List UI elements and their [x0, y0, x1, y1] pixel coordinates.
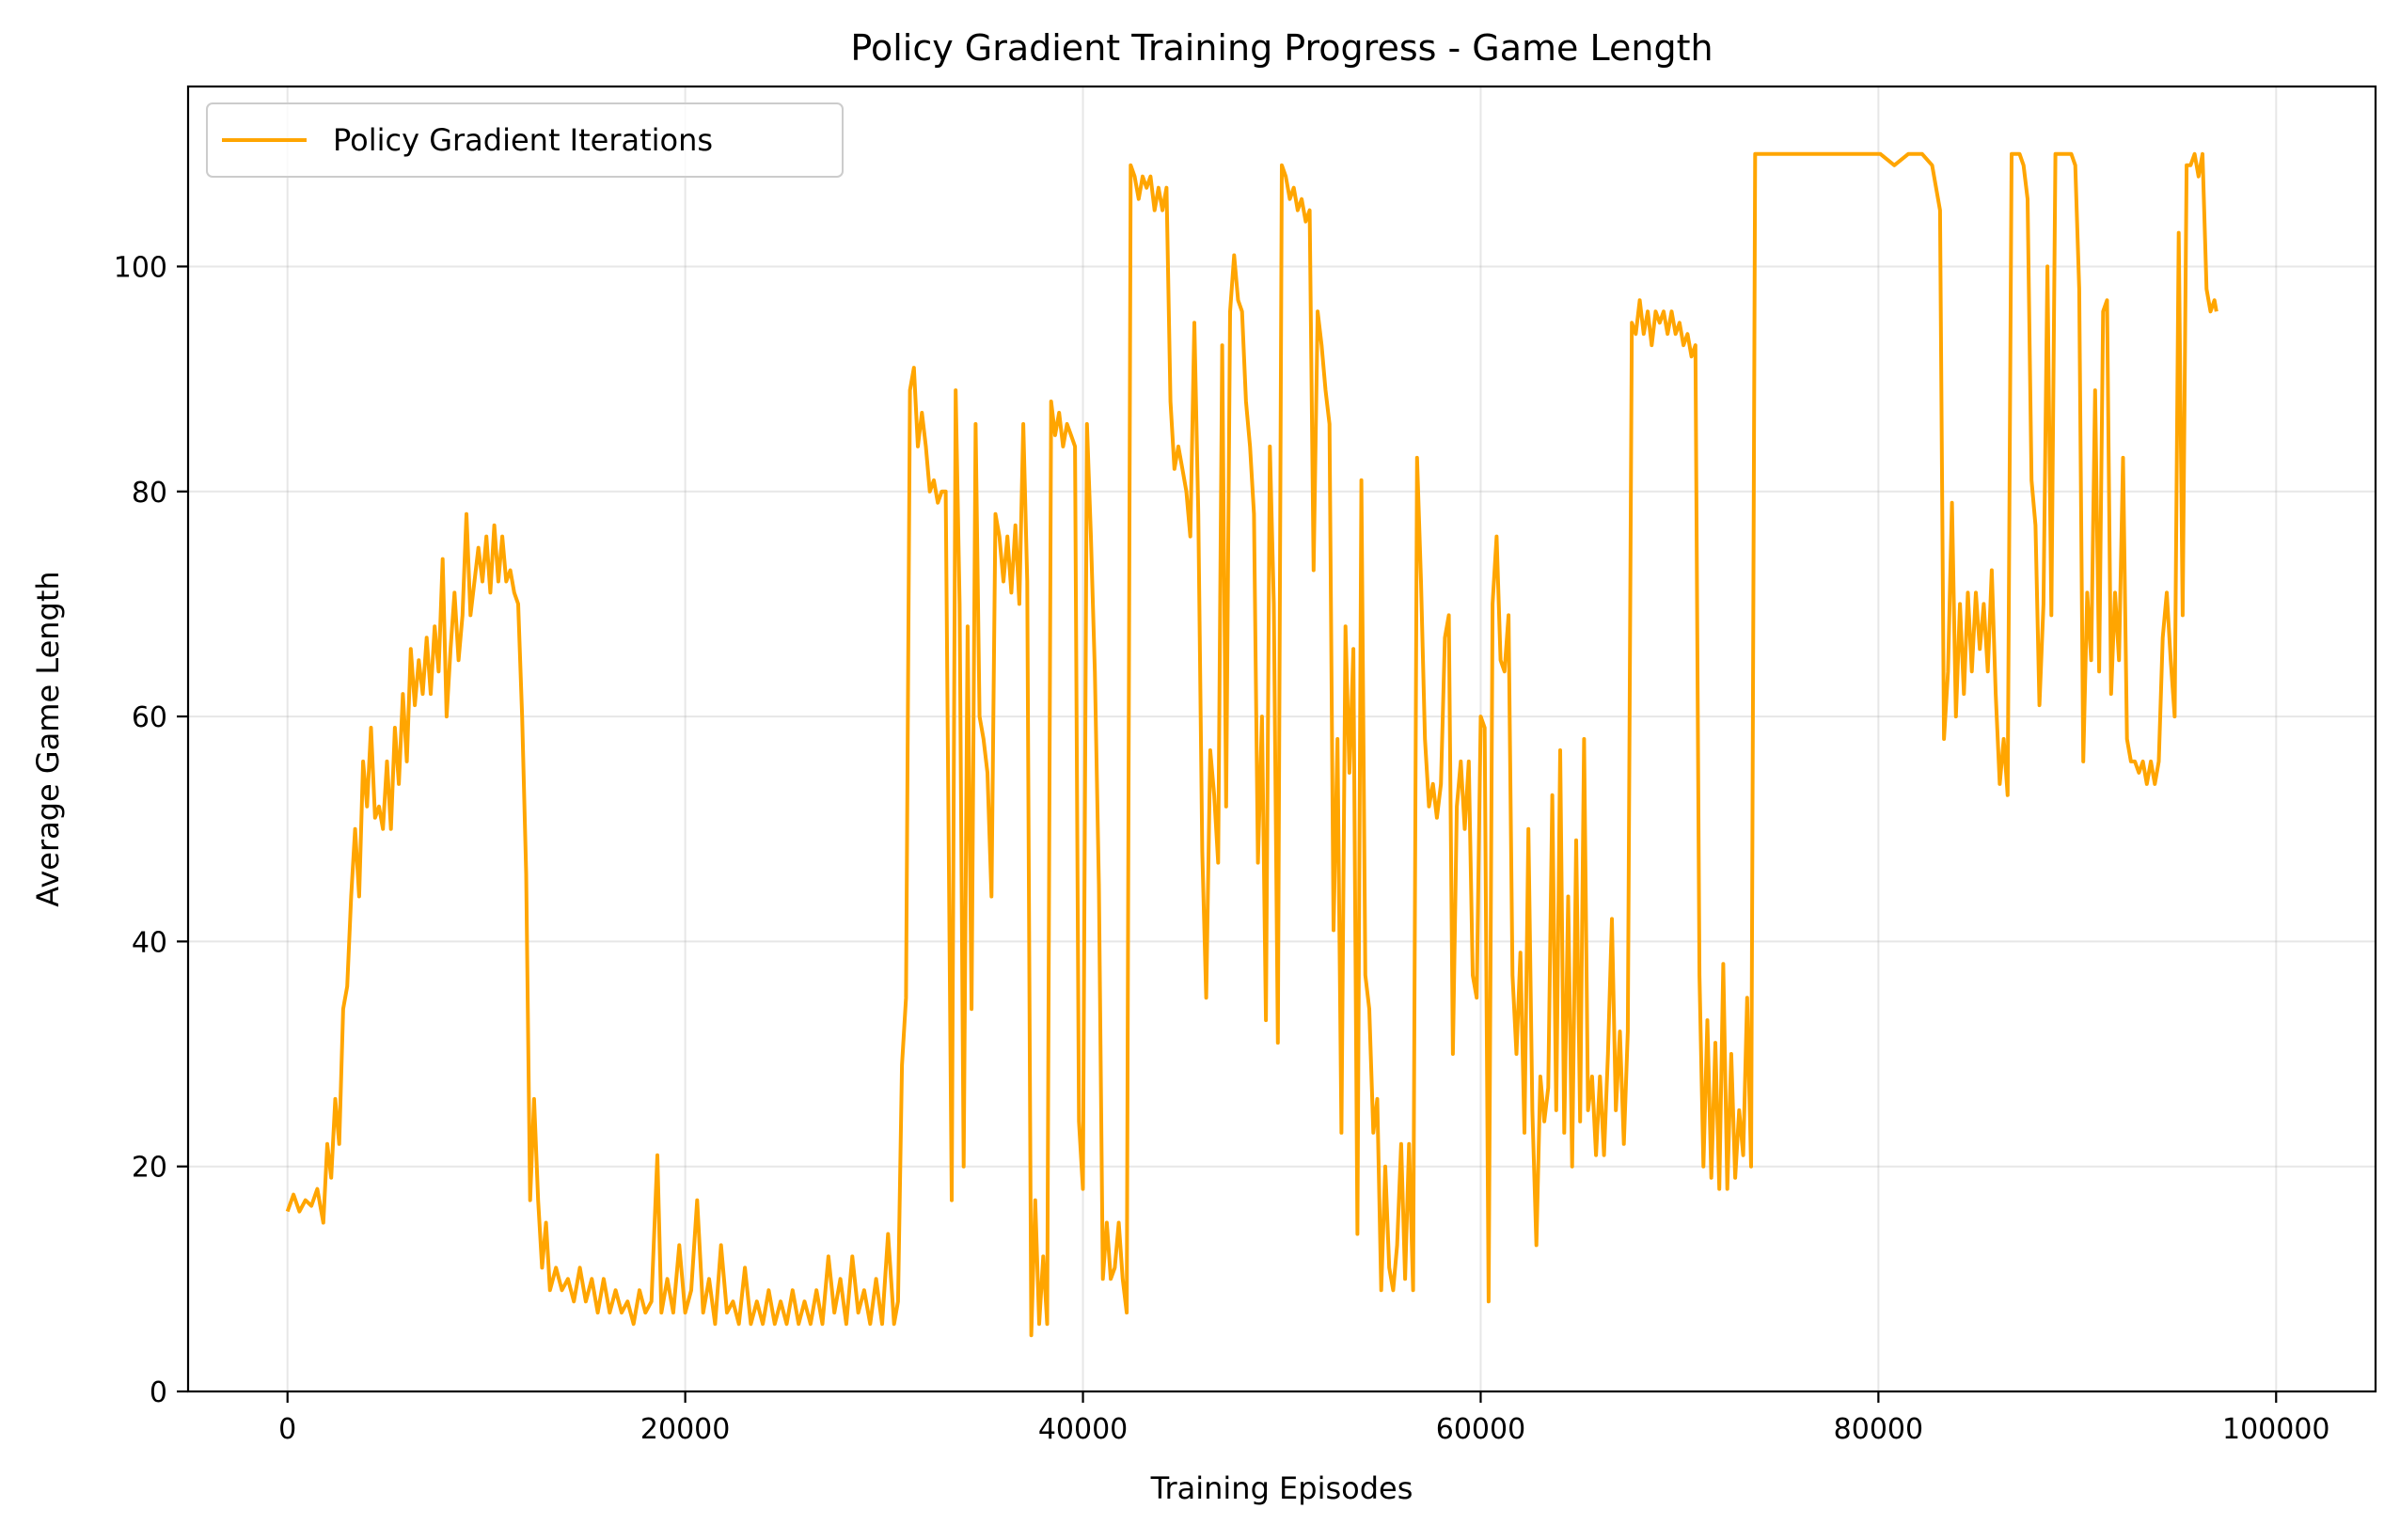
chart-title: Policy Gradient Training Progress - Game… — [850, 27, 1713, 69]
y-tick-label: 100 — [114, 251, 167, 284]
y-tick-label: 40 — [132, 926, 167, 959]
x-axis-label: Training Episodes — [1150, 1470, 1413, 1506]
x-tick-label: 60000 — [1436, 1413, 1525, 1446]
legend-box — [206, 102, 844, 178]
series-line-policy-gradient-iterations — [285, 151, 2218, 1338]
x-tick-label: 40000 — [1038, 1413, 1128, 1446]
y-tick-label: 80 — [132, 477, 167, 510]
x-tick-label: 0 — [278, 1413, 296, 1446]
series-layer — [285, 151, 2218, 1338]
x-tick-label: 100000 — [2222, 1413, 2330, 1446]
legend: Policy Gradient Iterations — [206, 102, 844, 178]
x-tick-label: 20000 — [640, 1413, 730, 1446]
y-tick-label: 60 — [132, 701, 167, 734]
ticks: 0 20000 40000 60000 80000 100000 0 20 40 60 80 100 — [114, 251, 2330, 1446]
y-tick-label: 20 — [132, 1152, 167, 1185]
x-tick-label: 80000 — [1834, 1413, 1923, 1446]
plot-frame — [186, 85, 2377, 1393]
legend-entry-label: Policy Gradient Iterations — [333, 122, 713, 158]
y-axis-label: Average Game Length — [30, 571, 66, 906]
y-tick-label: 0 — [150, 1376, 167, 1409]
